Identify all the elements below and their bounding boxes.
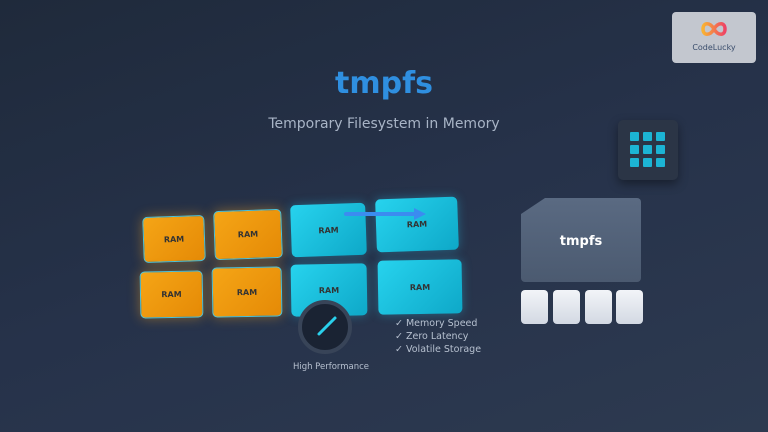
ram-tile: RAM xyxy=(213,208,283,261)
ram-tile: RAM xyxy=(375,196,459,253)
page-subtitle: Temporary Filesystem in Memory xyxy=(268,116,500,132)
logo-text: CodeLucky xyxy=(692,43,736,52)
ram-tile: RAM xyxy=(142,214,206,264)
memory-chip-icon xyxy=(618,120,678,180)
ram-tile: RAM xyxy=(139,270,204,319)
storage-block xyxy=(521,290,548,324)
storage-block xyxy=(553,290,580,324)
codelucky-logo: CodeLucky xyxy=(672,12,756,63)
ram-tile: RAM xyxy=(211,266,283,318)
tmpfs-storage-card: tmpfs xyxy=(521,198,641,282)
feature-item: ✓ Memory Speed xyxy=(395,318,478,329)
page-title: tmpfs xyxy=(335,66,433,101)
storage-card-label: tmpfs xyxy=(559,234,603,249)
ram-tile: RAM xyxy=(377,259,463,315)
feature-item: ✓ Volatile Storage xyxy=(395,344,482,355)
gauge-label: High Performance xyxy=(292,362,370,372)
arrow-right-icon xyxy=(344,208,426,220)
infinity-logo-icon xyxy=(701,22,727,36)
storage-block xyxy=(616,290,643,324)
feature-item: ✓ Zero Latency xyxy=(395,331,469,342)
storage-block xyxy=(585,290,612,324)
speedometer-icon xyxy=(298,300,352,354)
